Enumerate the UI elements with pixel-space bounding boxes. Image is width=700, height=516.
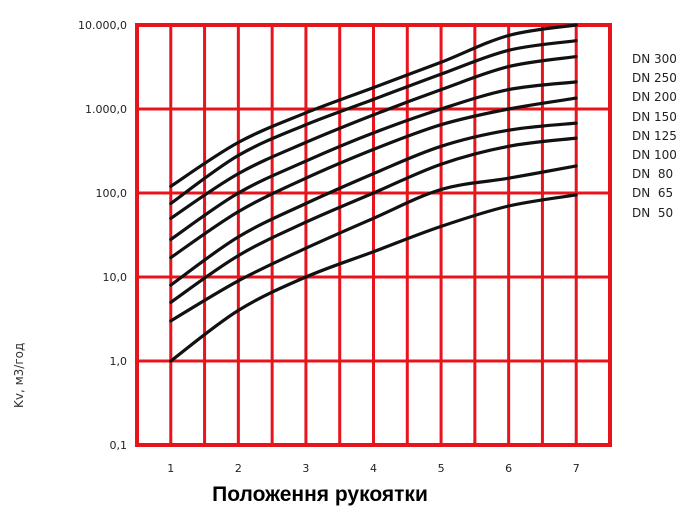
series-line-6: [169, 121, 578, 287]
x-tick-label: 1: [167, 462, 174, 475]
y-tick-label: 0,1: [110, 439, 128, 452]
series-lines: [169, 23, 578, 363]
series-line-2: [169, 39, 578, 206]
legend: DN 300 DN 250 DN 200 DN 150 DN 125 DN 100 DN 8…: [632, 50, 677, 223]
x-tick-label: 6: [505, 462, 512, 475]
series-line-8: [169, 164, 578, 323]
x-tick-label: 2: [235, 462, 242, 475]
y-axis-label-container: Kv, м3/год: [2, 258, 42, 438]
x-tick-label: 7: [573, 462, 580, 475]
series-line-9: [169, 193, 578, 363]
legend-entry: DN 100: [632, 147, 677, 162]
series-line-3: [169, 55, 578, 220]
y-tick-labels: 0,1 1,0 10,0 100,0 1.000,0 10.000,0: [78, 19, 127, 452]
series-line-7: [169, 136, 578, 304]
y-tick-label: 1.000,0: [85, 103, 127, 116]
x-tick-label: 3: [302, 462, 309, 475]
legend-entry: DN 300: [632, 52, 677, 66]
y-tick-label: 1,0: [110, 355, 128, 368]
legend-entry: DN 125: [632, 128, 677, 143]
y-tick-label: 100,0: [96, 187, 128, 200]
legend-entry: DN 150: [632, 109, 677, 124]
x-tick-label: 5: [438, 462, 445, 475]
y-axis-label: Kv, м3/год: [12, 342, 26, 408]
series-line-1: [169, 23, 578, 188]
x-tick-labels: 1 2 3 4 5 6 7: [167, 462, 579, 475]
x-tick-label: 4: [370, 462, 377, 475]
legend-entry: DN 200: [632, 90, 677, 105]
legend-entry: DN 50: [632, 205, 674, 220]
y-tick-label: 10.000,0: [78, 19, 127, 32]
series-line-4: [169, 80, 578, 241]
legend-entry: DN 250: [632, 71, 677, 86]
series-line-5: [169, 96, 578, 260]
x-axis-label: Положення рукоятки: [212, 483, 428, 506]
grid: [135, 23, 612, 447]
legend-entry: DN 80: [632, 167, 674, 182]
legend-entry: DN 65: [632, 186, 674, 201]
y-tick-label: 10,0: [103, 271, 128, 284]
